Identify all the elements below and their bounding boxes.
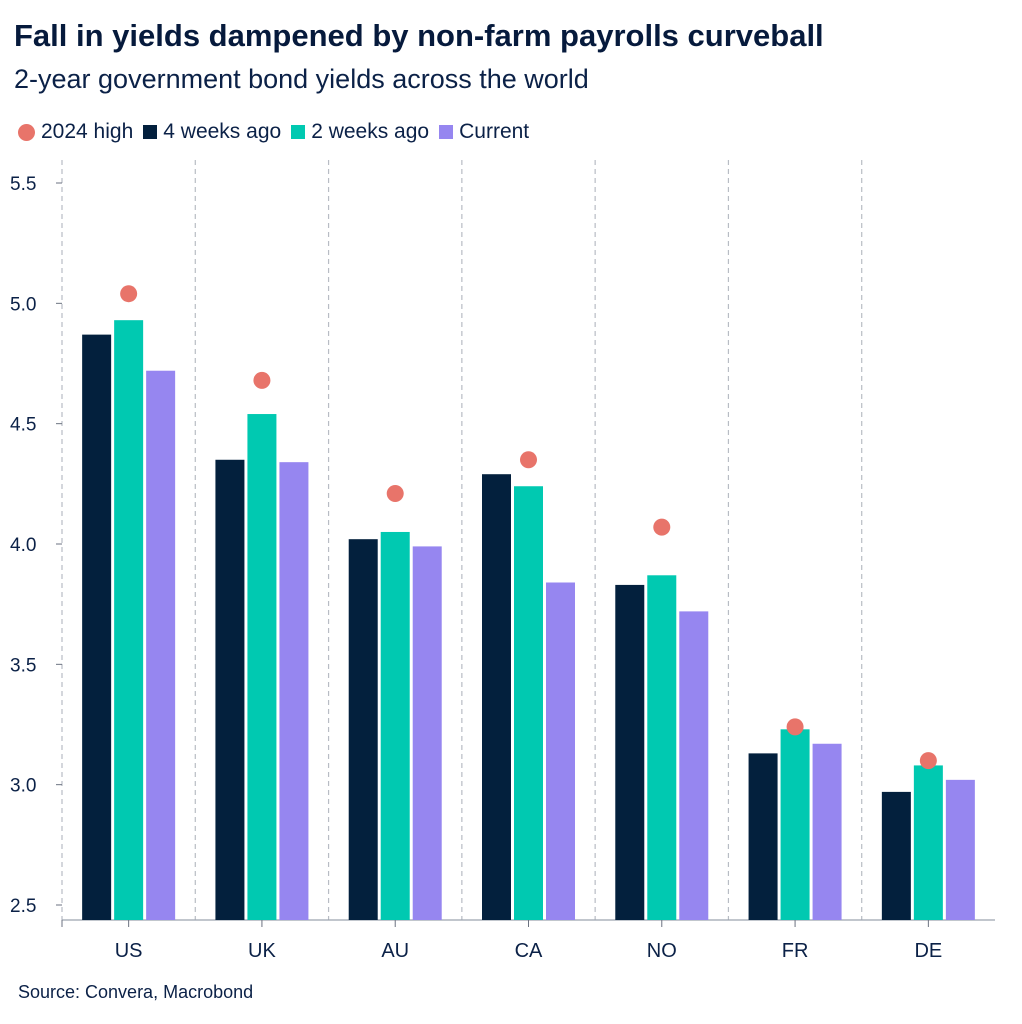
bar-4-weeks-ago — [881, 791, 911, 920]
y-tick-label: 3.5 — [10, 655, 36, 676]
bar-4-weeks-ago — [748, 753, 778, 920]
x-tick-label: US — [115, 940, 143, 962]
x-tick-label: DE — [914, 940, 942, 962]
legend-item-2-weeks-ago: 2 weeks ago — [291, 120, 429, 144]
bar-4-weeks-ago — [348, 539, 378, 920]
bar-4-weeks-ago — [215, 459, 245, 920]
x-tick-label: CA — [515, 940, 543, 962]
legend-square-icon — [143, 125, 158, 139]
bar-4-weeks-ago — [82, 334, 112, 920]
legend-square-icon — [439, 125, 454, 139]
marker-2024-high — [386, 484, 404, 502]
bar-2-weeks-ago — [380, 531, 410, 920]
y-tick-label: 5.5 — [10, 174, 36, 195]
x-tick-label: AU — [381, 940, 409, 962]
bar-current — [812, 743, 842, 920]
marker-2024-high — [786, 718, 804, 736]
bar-2-weeks-ago — [913, 765, 943, 920]
bar-current — [679, 611, 709, 920]
bar-current — [279, 462, 309, 920]
legend-label: Current — [459, 120, 530, 143]
bar-current — [546, 582, 575, 920]
legend-item-2024-high: 2024 high — [18, 120, 133, 144]
bar-current — [146, 370, 176, 921]
marker-2024-high — [520, 451, 537, 469]
legend: 2024 high 4 weeks ago 2 weeks ago Curren… — [18, 120, 539, 144]
bar-current — [412, 546, 442, 920]
bar-2-weeks-ago — [247, 414, 277, 920]
bar-2-weeks-ago — [114, 320, 144, 920]
source-note: Source: Convera, Macrobond — [18, 982, 254, 1002]
legend-square-icon — [291, 125, 306, 139]
y-tick-label: 4.0 — [10, 535, 36, 556]
legend-label: 2 weeks ago — [311, 120, 430, 143]
y-tick-label: 5.0 — [10, 294, 36, 315]
legend-item-current: Current — [439, 120, 529, 144]
y-tick-label: 3.0 — [10, 776, 36, 797]
marker-2024-high — [919, 752, 937, 770]
bar-current — [945, 779, 975, 920]
bar-4-weeks-ago — [482, 474, 511, 920]
x-tick-label: UK — [248, 940, 276, 962]
bar-2-weeks-ago — [780, 729, 810, 920]
bar-2-weeks-ago — [514, 486, 543, 920]
marker-2024-high — [653, 518, 671, 536]
legend-label: 2024 high — [41, 120, 134, 143]
x-tick-label: NO — [647, 940, 677, 962]
legend-dot-icon — [18, 123, 35, 141]
bar-2-weeks-ago — [647, 575, 677, 920]
legend-item-4-weeks-ago: 4 weeks ago — [143, 120, 281, 144]
x-tick-label: FR — [782, 940, 809, 962]
y-tick-label: 4.5 — [10, 415, 36, 436]
marker-2024-high — [253, 371, 271, 389]
chart-title: Fall in yields dampened by non-farm payr… — [14, 18, 824, 53]
legend-label: 4 weeks ago — [163, 120, 282, 143]
chart-subtitle: 2-year government bond yields across the… — [14, 64, 589, 94]
y-tick-label: 2.5 — [10, 896, 36, 917]
marker-2024-high — [120, 285, 138, 303]
bar-4-weeks-ago — [615, 584, 645, 920]
